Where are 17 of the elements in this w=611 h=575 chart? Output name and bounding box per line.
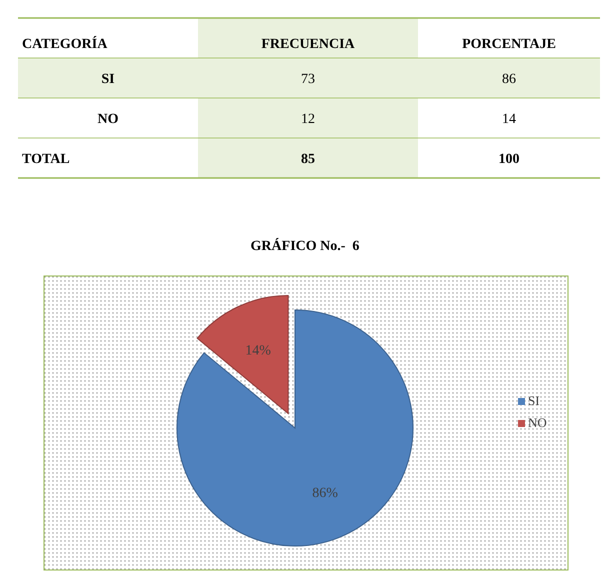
text: CATEGORÍA — [22, 35, 108, 52]
category-label: SI — [101, 72, 115, 87]
data-label: 14% — [245, 343, 272, 358]
data-label: 85 — [301, 152, 315, 167]
chart-title: GRÁFICO No.- 6 — [250, 237, 360, 254]
text: PORCENTAJE — [462, 37, 556, 52]
legend-label: NO — [528, 415, 547, 430]
category-label: TOTAL — [22, 152, 70, 167]
series-label: FRECUENCIA — [261, 37, 356, 52]
data-label: 86 — [502, 72, 516, 87]
data-label: 100 — [498, 152, 520, 167]
data-label: 73 — [301, 72, 315, 87]
category-label: NO — [98, 112, 119, 127]
data-label: 12 — [301, 112, 315, 127]
legend-label: SI — [528, 393, 540, 408]
data-label: 86% — [312, 486, 338, 502]
data-label: 14 — [502, 112, 516, 127]
